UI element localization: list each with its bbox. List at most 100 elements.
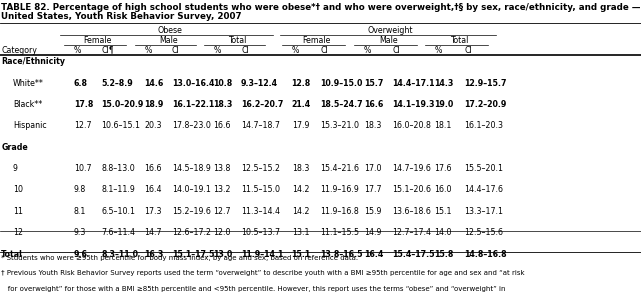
Text: Race/Ethnicity: Race/Ethnicity (1, 57, 65, 66)
Text: Male: Male (379, 36, 398, 45)
Text: Hispanic: Hispanic (13, 121, 46, 130)
Text: Total: Total (1, 250, 23, 259)
Text: 17.2–20.9: 17.2–20.9 (464, 100, 506, 109)
Text: 12.5–15.6: 12.5–15.6 (464, 228, 503, 237)
Text: 15.5–20.1: 15.5–20.1 (464, 164, 503, 173)
Text: 15.7: 15.7 (364, 79, 383, 88)
Text: * Students who were ≥95th percentile for body mass index, by age and sex, based : * Students who were ≥95th percentile for… (1, 255, 358, 261)
Text: 14.7–19.6: 14.7–19.6 (392, 164, 431, 173)
Text: 10: 10 (13, 185, 23, 195)
Text: 6.5–10.1: 6.5–10.1 (101, 207, 135, 216)
Text: TABLE 82. Percentage of high school students who were obese*† and who were overw: TABLE 82. Percentage of high school stud… (1, 3, 641, 12)
Text: 15.3–21.0: 15.3–21.0 (320, 121, 360, 130)
Text: 10.6–15.1: 10.6–15.1 (101, 121, 140, 130)
Text: 12.6–17.2: 12.6–17.2 (172, 228, 211, 237)
Text: 18.5–24.7: 18.5–24.7 (320, 100, 363, 109)
Text: for overweight” for those with a BMI ≥85th percentile and <95th percentile. Howe: for overweight” for those with a BMI ≥85… (1, 286, 506, 292)
Text: 18.3: 18.3 (213, 100, 233, 109)
Text: 12.8: 12.8 (292, 79, 311, 88)
Text: Total: Total (451, 36, 469, 45)
Text: CI: CI (320, 46, 328, 55)
Text: %: % (74, 46, 81, 55)
Text: 15.2–19.6: 15.2–19.6 (172, 207, 211, 216)
Text: 8.8–13.0: 8.8–13.0 (101, 164, 135, 173)
Text: 9.3–12.4: 9.3–12.4 (241, 79, 278, 88)
Text: 15.1–17.5: 15.1–17.5 (172, 250, 214, 259)
Text: 11.9–14.1: 11.9–14.1 (241, 250, 283, 259)
Text: 11.1–15.5: 11.1–15.5 (320, 228, 360, 237)
Text: 12.7–17.4: 12.7–17.4 (392, 228, 431, 237)
Text: 12.7: 12.7 (213, 207, 231, 216)
Text: Female: Female (83, 36, 112, 45)
Text: 10.5–13.7: 10.5–13.7 (241, 228, 280, 237)
Text: 14.2: 14.2 (292, 185, 309, 195)
Text: 14.6: 14.6 (144, 79, 163, 88)
Text: 15.0–20.9: 15.0–20.9 (101, 100, 144, 109)
Text: 20.3: 20.3 (144, 121, 162, 130)
Text: Category: Category (1, 46, 37, 55)
Text: 15.1–20.6: 15.1–20.6 (392, 185, 431, 195)
Text: Black**: Black** (13, 100, 42, 109)
Text: Total: Total (228, 36, 247, 45)
Text: 13.1: 13.1 (292, 228, 309, 237)
Text: White**: White** (13, 79, 44, 88)
Text: 14.2: 14.2 (292, 207, 309, 216)
Text: Male: Male (159, 36, 178, 45)
Text: Grade: Grade (1, 143, 28, 152)
Text: 14.5–18.9: 14.5–18.9 (172, 164, 210, 173)
Text: 8.3–11.0: 8.3–11.0 (101, 250, 138, 259)
Text: %: % (292, 46, 299, 55)
Text: 5.2–8.9: 5.2–8.9 (101, 79, 133, 88)
Text: 14.0: 14.0 (435, 228, 452, 237)
Text: 17.3: 17.3 (144, 207, 162, 216)
Text: 16.1–22.1: 16.1–22.1 (172, 100, 214, 109)
Text: 15.8: 15.8 (435, 250, 454, 259)
Text: 6.8: 6.8 (74, 79, 88, 88)
Text: 12: 12 (13, 228, 23, 237)
Text: 17.8: 17.8 (74, 100, 93, 109)
Text: 16.0: 16.0 (435, 185, 452, 195)
Text: 15.1: 15.1 (435, 207, 452, 216)
Text: 16.4: 16.4 (144, 185, 162, 195)
Text: 15.9: 15.9 (364, 207, 381, 216)
Text: 13.8–16.5: 13.8–16.5 (320, 250, 363, 259)
Text: 10.8: 10.8 (213, 79, 233, 88)
Text: 14.4–17.1: 14.4–17.1 (392, 79, 435, 88)
Text: 8.1: 8.1 (74, 207, 86, 216)
Text: 14.4–17.6: 14.4–17.6 (464, 185, 503, 195)
Text: 17.7: 17.7 (364, 185, 381, 195)
Text: 9.8: 9.8 (74, 185, 86, 195)
Text: %: % (213, 46, 221, 55)
Text: 16.0–20.8: 16.0–20.8 (392, 121, 431, 130)
Text: 13.3–17.1: 13.3–17.1 (464, 207, 503, 216)
Text: 15.4–21.6: 15.4–21.6 (320, 164, 360, 173)
Text: 11: 11 (13, 207, 23, 216)
Text: CI: CI (464, 46, 472, 55)
Text: 12.5–15.2: 12.5–15.2 (241, 164, 280, 173)
Text: 17.0: 17.0 (364, 164, 381, 173)
Text: 13.6–18.6: 13.6–18.6 (392, 207, 431, 216)
Text: CI: CI (172, 46, 179, 55)
Text: 17.6: 17.6 (435, 164, 452, 173)
Text: 14.8–16.8: 14.8–16.8 (464, 250, 506, 259)
Text: 19.0: 19.0 (435, 100, 454, 109)
Text: 15.4–17.5: 15.4–17.5 (392, 250, 435, 259)
Text: 17.8–23.0: 17.8–23.0 (172, 121, 211, 130)
Text: 16.3: 16.3 (144, 250, 163, 259)
Text: Obese: Obese (157, 26, 182, 35)
Text: 14.3: 14.3 (435, 79, 454, 88)
Text: 12.0: 12.0 (213, 228, 231, 237)
Text: 9: 9 (13, 164, 18, 173)
Text: 14.7: 14.7 (144, 228, 162, 237)
Text: 9.6: 9.6 (74, 250, 88, 259)
Text: 17.9: 17.9 (292, 121, 309, 130)
Text: CI: CI (392, 46, 400, 55)
Text: 12.7: 12.7 (74, 121, 91, 130)
Text: United States, Youth Risk Behavior Survey, 2007: United States, Youth Risk Behavior Surve… (1, 12, 242, 21)
Text: 15.1: 15.1 (292, 250, 311, 259)
Text: Overweight: Overweight (367, 26, 413, 35)
Text: 11.5–15.0: 11.5–15.0 (241, 185, 280, 195)
Text: 21.4: 21.4 (292, 100, 311, 109)
Text: %: % (144, 46, 152, 55)
Text: 14.1–19.3: 14.1–19.3 (392, 100, 435, 109)
